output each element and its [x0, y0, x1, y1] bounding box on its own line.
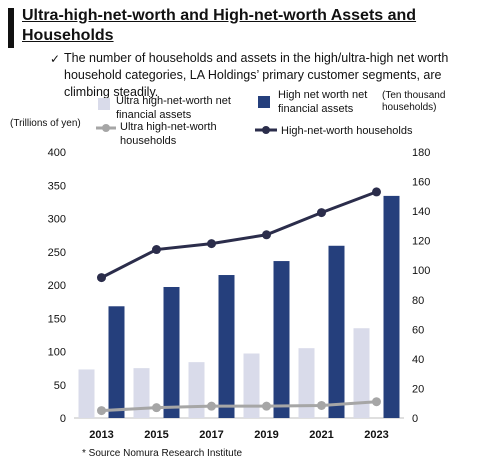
y2-tick-label: 20 — [412, 383, 424, 395]
x-tick-label: 2023 — [364, 429, 388, 441]
y-tick-label: 250 — [48, 247, 66, 259]
bar-hnw-assets — [163, 286, 180, 418]
chart-title: Ultra-high-net-worth and High-net-worth … — [22, 7, 417, 44]
bar-hnw-assets — [328, 245, 345, 418]
y2-tick-label: 140 — [412, 206, 430, 218]
bar-uhnw-assets — [188, 362, 205, 418]
title-accent-bar — [8, 8, 14, 48]
point-uhnw-households — [262, 401, 271, 411]
legend-label-uhnw-households: Ultra high-net-worth households — [120, 121, 217, 147]
x-tick-label: 2021 — [309, 429, 333, 441]
y-tick-label: 400 — [48, 147, 66, 159]
legend-label-uhnw-assets: Ultra high-net-worth net financial asset… — [116, 95, 231, 121]
x-tick-label: 2013 — [89, 429, 113, 441]
y2-tick-label: 120 — [412, 236, 430, 248]
check-icon: ✓ — [50, 52, 61, 66]
source-note: * Source Nomura Research Institute — [82, 448, 243, 459]
y2-tick-label: 80 — [412, 295, 424, 307]
y2-tick-label: 100 — [412, 265, 430, 277]
y2-tick-label: 160 — [412, 177, 430, 189]
legend-label-hnw-assets: High net worth net financial assets — [278, 89, 368, 115]
y2-tick-label: 0 — [412, 413, 418, 425]
point-hnw-households — [262, 230, 271, 240]
point-hnw-households — [97, 273, 106, 283]
y-tick-label: 100 — [48, 347, 66, 359]
y-tick-label: 0 — [60, 413, 66, 425]
left-axis-title: (Trillions of yen) — [10, 118, 81, 129]
x-tick-label: 2015 — [144, 429, 168, 441]
y2-tick-label: 180 — [412, 147, 430, 159]
bar-uhnw-assets — [243, 353, 260, 418]
legend-label-hnw-households: High-net-worth households — [281, 125, 413, 137]
point-hnw-households — [207, 239, 216, 249]
bar-hnw-assets — [218, 275, 235, 418]
point-hnw-households — [372, 187, 381, 197]
y-tick-label: 150 — [48, 313, 66, 325]
y-tick-label: 50 — [54, 380, 66, 392]
line-hnw-households — [100, 190, 378, 279]
point-hnw-households — [317, 208, 326, 218]
point-hnw-households — [152, 245, 161, 255]
bar-uhnw-assets — [353, 328, 370, 418]
bar-uhnw-assets — [298, 348, 315, 418]
y-tick-label: 200 — [48, 280, 66, 292]
line-uhnw-households — [101, 400, 377, 413]
bar-uhnw-assets — [133, 368, 150, 418]
point-uhnw-households — [152, 403, 161, 413]
chart-subtitle: The number of households and assets in t… — [64, 51, 449, 99]
y-tick-label: 300 — [48, 214, 66, 226]
y-tick-label: 350 — [48, 180, 66, 192]
y2-tick-label: 40 — [412, 354, 424, 366]
right-axis-title: (Ten thousand households) — [382, 90, 446, 113]
legend-swatch-uhnw-assets — [98, 98, 110, 110]
point-uhnw-households — [372, 397, 381, 407]
point-uhnw-households — [207, 401, 216, 411]
x-tick-label: 2017 — [199, 429, 223, 441]
legend-swatch-hnw-assets — [258, 96, 270, 108]
point-uhnw-households — [97, 406, 106, 416]
bar-hnw-assets — [108, 306, 125, 418]
bar-uhnw-assets — [78, 369, 95, 418]
y2-tick-label: 60 — [412, 324, 424, 336]
x-tick-label: 2019 — [254, 429, 278, 441]
point-uhnw-households — [317, 400, 326, 410]
bar-hnw-assets — [383, 195, 400, 418]
bar-hnw-assets — [273, 261, 290, 418]
